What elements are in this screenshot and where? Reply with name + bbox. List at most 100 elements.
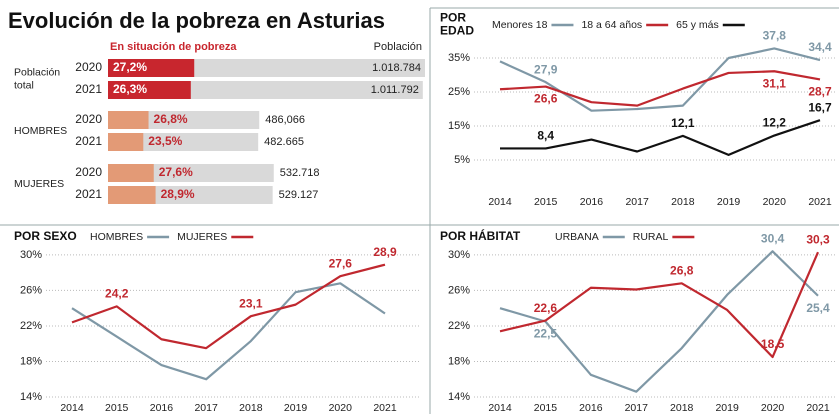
x-tick-label: 2015 [105,402,129,414]
data-label: 31,1 [763,76,787,90]
y-tick-label: 18% [448,355,470,367]
y-tick-label: 14% [20,391,42,403]
series-line [71,263,386,350]
population-title: Población [374,41,422,53]
y-tick-label: 18% [20,355,42,367]
group-label: Población total [14,66,60,91]
x-tick-label: 2014 [60,402,84,414]
x-tick-label: 2021 [806,402,830,414]
chart-title: Evolución de la pobreza en Asturias [8,8,385,33]
legend-label: RURAL [633,231,669,243]
series-line [499,250,819,393]
year-label: 2020 [75,60,102,74]
data-label: 28,7 [808,85,832,99]
year-label: 2021 [75,82,102,96]
value-label: 28,9% [161,187,195,201]
population-bar [108,133,259,151]
x-tick-label: 2019 [717,196,741,208]
x-tick-label: 2014 [488,402,512,414]
x-tick-label: 2015 [534,402,558,414]
data-label: 12,1 [671,116,695,130]
x-tick-label: 2014 [488,196,512,208]
x-tick-label: 2019 [715,402,739,414]
data-label: 16,7 [808,100,832,114]
data-label: 25,4 [806,301,830,315]
x-tick-label: 2015 [534,196,558,208]
chart-title: POR SEXO [14,229,77,243]
x-tick-label: 2016 [579,402,603,414]
series-line [500,119,821,156]
poverty-bar [108,59,195,77]
y-tick-label: 15% [448,120,470,132]
value-label: 26,3% [113,82,147,96]
y-tick-label: 5% [454,154,470,166]
y-tick-label: 22% [20,320,42,332]
data-label: 23,1 [239,296,263,310]
data-label: 30,4 [761,232,785,246]
x-tick-label: 2017 [194,402,218,414]
series-line [499,251,820,359]
x-tick-label: 2020 [761,402,785,414]
series-line [499,70,821,107]
year-label: 2020 [75,165,102,179]
data-label: 26,8 [670,263,694,277]
chart-title: POR EDAD [440,11,474,38]
x-tick-label: 2021 [373,402,397,414]
y-tick-label: 26% [20,284,42,296]
x-tick-label: 2016 [150,402,174,414]
data-label: 30,3 [806,232,830,246]
year-label: 2021 [75,187,102,201]
x-tick-label: 2020 [329,402,353,414]
population-label: 482.665 [264,136,304,148]
value-label: 23,5% [148,134,182,148]
data-label: 26,6 [534,92,558,106]
chart-title: POR HÁBITAT [440,228,521,243]
population-label: 532.718 [280,167,320,179]
x-tick-label: 2020 [763,196,787,208]
y-tick-label: 22% [448,320,470,332]
poverty-bar [108,133,144,151]
x-tick-label: 2018 [670,402,694,414]
y-tick-label: 26% [448,284,470,296]
series-line [71,282,386,381]
poverty-bar [108,81,191,99]
population-label: 1.018.784 [372,62,421,74]
population-label: 486,066 [265,114,305,126]
y-tick-label: 14% [448,391,470,403]
data-label: 37,8 [763,29,787,43]
value-label: 27,2% [113,60,147,74]
data-label: 18,5 [761,337,785,351]
group-label: MUJERES [14,178,64,190]
y-tick-label: 30% [20,249,42,261]
population-label: 1.011.792 [371,84,419,96]
data-label: 24,2 [105,287,129,301]
poverty-bar [108,111,149,129]
x-tick-label: 2019 [284,402,308,414]
legend-label: 65 y más [676,19,719,31]
x-tick-label: 2021 [808,196,832,208]
series-line [499,47,821,112]
legend-label: Menores 18 [492,19,548,31]
value-label: 27,6% [159,165,193,179]
y-tick-label: 35% [448,52,470,64]
data-label: 8,4 [537,129,554,143]
x-tick-label: 2016 [580,196,604,208]
legend-label: MUJERES [177,231,227,243]
x-tick-label: 2017 [625,196,649,208]
legend-label: HOMBRES [90,231,143,243]
data-label: 27,6 [329,256,353,270]
x-tick-label: 2018 [671,196,695,208]
data-label: 12,2 [763,116,787,130]
data-label: 22,6 [534,301,558,315]
data-label: 28,9 [373,245,397,259]
x-tick-label: 2017 [625,402,649,414]
value-label: 26,8% [154,112,188,126]
year-label: 2021 [75,134,102,148]
group-label: HOMBRES [14,125,67,137]
data-label: 27,9 [534,62,558,76]
poverty-bar [108,164,154,182]
data-label: 34,4 [808,40,832,54]
data-label: 22,5 [534,327,558,341]
year-label: 2020 [75,112,102,126]
